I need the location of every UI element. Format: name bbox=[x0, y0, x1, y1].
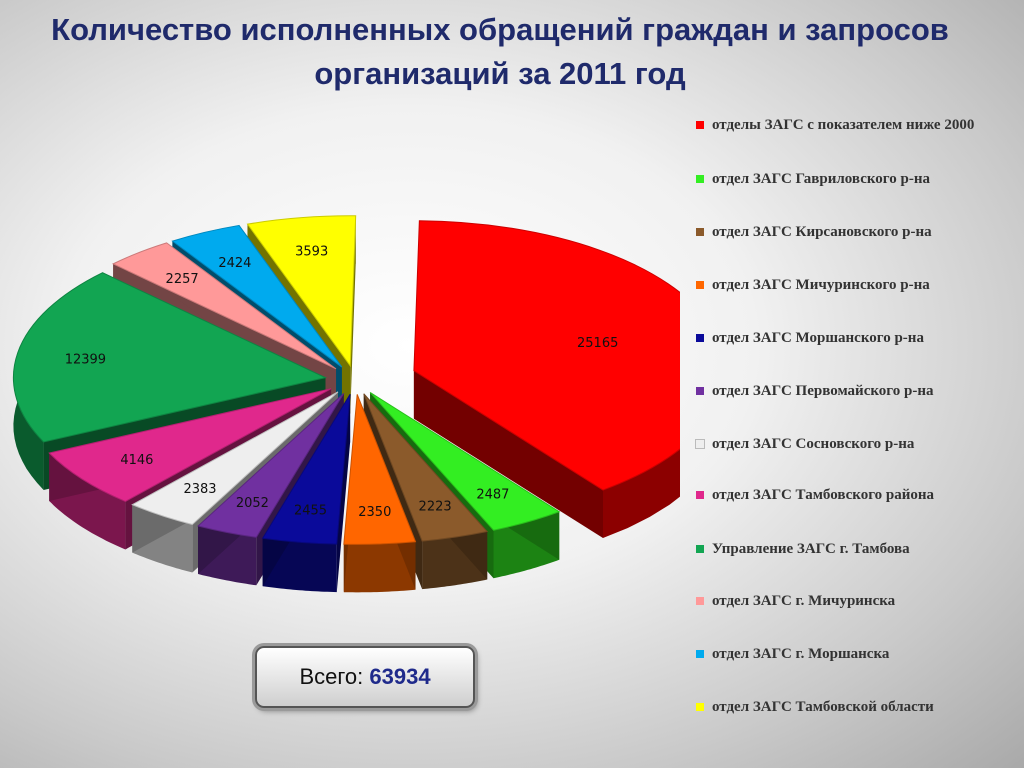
legend-label: отдел ЗАГС г. Моршанска bbox=[712, 646, 890, 662]
legend-swatch bbox=[696, 703, 704, 711]
pie-data-label: 2455 bbox=[294, 504, 327, 519]
legend-item: отдел ЗАГС г. Мичуринска bbox=[690, 590, 1000, 612]
legend-label: отдел ЗАГС Тамбовской области bbox=[712, 699, 934, 715]
pie-slice bbox=[363, 393, 489, 542]
legend-label: отдел ЗАГС Мичуринского р-на bbox=[712, 277, 930, 293]
pie-data-label: 2223 bbox=[419, 500, 452, 515]
legend-item: отдел ЗАГС г. Моршанска bbox=[690, 643, 1000, 665]
legend-swatch bbox=[696, 175, 704, 183]
pie-slice bbox=[413, 220, 680, 491]
pie-chart: 25165 2487 2223 2350 2455 2052 2383 4146 12399 22… bbox=[12, 215, 680, 593]
pie-data-label: 2424 bbox=[218, 256, 251, 271]
legend-label: Управление ЗАГС г. Тамбова bbox=[712, 541, 910, 557]
pie-slice bbox=[12, 272, 327, 443]
legend-item: отдел ЗАГС Тамбовского района bbox=[690, 484, 1000, 506]
pie-data-label: 2052 bbox=[236, 496, 269, 511]
legend-swatch bbox=[696, 228, 704, 236]
legend-label: отделы ЗАГС с показателем ниже 2000 bbox=[712, 117, 975, 133]
legend-item: отдел ЗАГС Гавриловского р-на bbox=[690, 168, 1000, 190]
pie-slice bbox=[48, 388, 332, 503]
pie-data-label: 2383 bbox=[183, 482, 216, 497]
legend-label: отдел ЗАГС Первомайского р-на bbox=[712, 383, 934, 399]
legend-item: отдел ЗАГС Мичуринского р-на bbox=[690, 274, 1000, 296]
pie-slice bbox=[261, 393, 351, 545]
legend-swatch bbox=[696, 491, 704, 499]
legend-swatch bbox=[696, 387, 704, 395]
pie-slice bbox=[171, 224, 343, 368]
legend-label: отдел ЗАГС Сосновского р-на bbox=[712, 436, 915, 452]
pie-data-label: 25165 bbox=[577, 336, 618, 351]
pie-data-label: 2350 bbox=[358, 505, 391, 520]
legend-swatch bbox=[696, 597, 704, 605]
pie-slice bbox=[111, 242, 337, 370]
pie-data-label: 4146 bbox=[120, 453, 153, 468]
pie-slice bbox=[246, 215, 357, 368]
pie-data-label: 2257 bbox=[166, 272, 199, 287]
total-box: Всего: 63934 bbox=[255, 646, 475, 708]
legend-item: отдел ЗАГС Тамбовской области bbox=[690, 696, 1000, 718]
legend-item: отдел ЗАГС Кирсановского р-на bbox=[690, 221, 1000, 243]
legend-item: отделы ЗАГС с показателем ниже 2000 bbox=[690, 114, 1000, 136]
chart-title: Количество исполненных обращений граждан… bbox=[51, 12, 949, 91]
legend-label: отдел ЗАГС Моршанского р-на bbox=[712, 330, 924, 346]
pie-slice-edge bbox=[413, 370, 603, 539]
legend-label: отдел ЗАГС г. Мичуринска bbox=[712, 593, 896, 609]
legend-item: Управление ЗАГС г. Тамбова bbox=[690, 538, 1000, 560]
total-value: 63934 bbox=[369, 664, 431, 689]
pie-data-label: 3593 bbox=[295, 244, 328, 259]
legend-swatch bbox=[696, 281, 704, 289]
legend-swatch bbox=[696, 545, 704, 553]
pie-data-label: 12399 bbox=[65, 352, 106, 367]
legend-label: отдел ЗАГС Гавриловского р-на bbox=[712, 171, 930, 187]
pie-slice bbox=[197, 392, 345, 538]
legend-item: отдел ЗАГС Сосновского р-на bbox=[690, 433, 1000, 455]
legend-label: отдел ЗАГС Тамбовского района bbox=[712, 487, 935, 503]
pie-slice bbox=[131, 391, 339, 526]
legend-label: отдел ЗАГС Кирсановского р-на bbox=[712, 224, 932, 240]
legend-swatch bbox=[695, 439, 705, 449]
legend-item: отдел ЗАГС Моршанского р-на bbox=[690, 327, 1000, 349]
pie-slice bbox=[343, 394, 417, 545]
pie-slice-wall bbox=[343, 541, 416, 593]
pie-slice bbox=[369, 392, 561, 531]
legend-swatch bbox=[696, 334, 704, 342]
legend-swatch bbox=[696, 650, 704, 658]
legend-item: отдел ЗАГС Первомайского р-на bbox=[690, 380, 1000, 402]
legend-swatch bbox=[696, 121, 704, 129]
pie-data-label: 2487 bbox=[476, 488, 509, 503]
total-label: Всего: bbox=[299, 664, 364, 689]
